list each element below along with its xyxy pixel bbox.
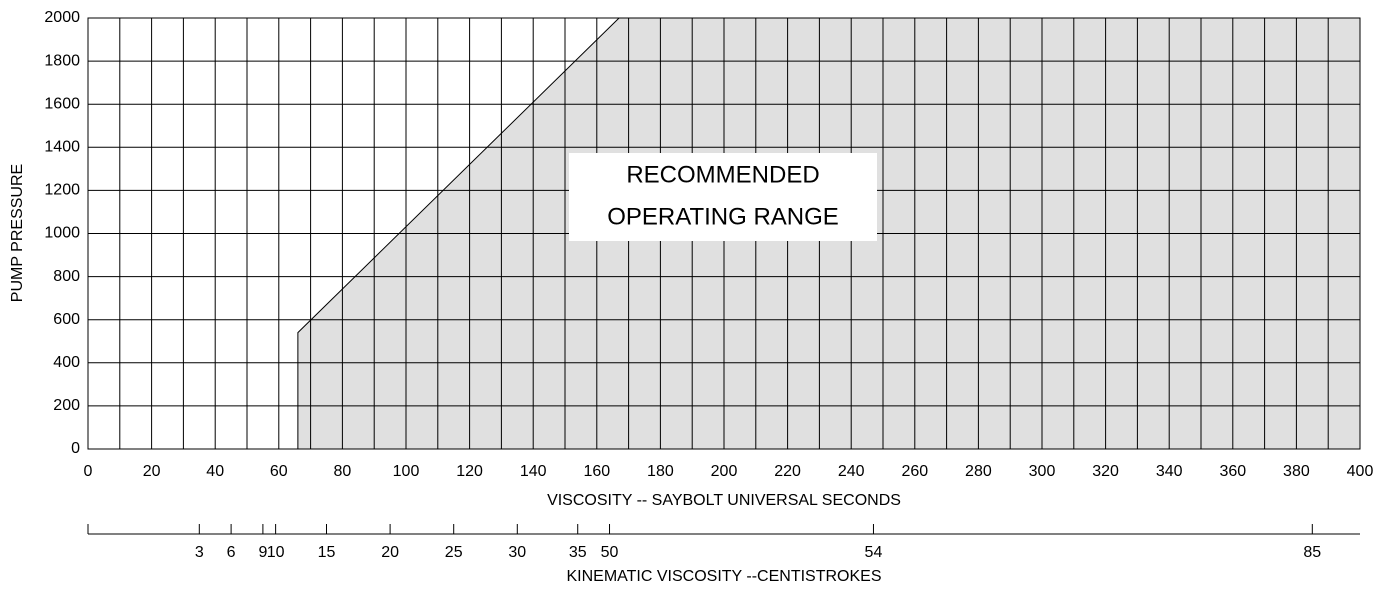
y-tick-label: 2000 <box>44 9 80 26</box>
y-tick-label: 600 <box>53 311 80 328</box>
x2-tick-label: 10 <box>267 544 285 561</box>
x-tick-label: 280 <box>965 463 992 480</box>
annotation-box <box>569 153 877 241</box>
x2-tick-label: 54 <box>865 544 883 561</box>
y-tick-label: 200 <box>53 397 80 414</box>
x2-tick-label: 9 <box>258 544 267 561</box>
x2-tick-label: 85 <box>1303 544 1321 561</box>
x-tick-label: 0 <box>84 463 93 480</box>
y-tick-label: 1600 <box>44 95 80 112</box>
x2-tick-label: 6 <box>227 544 236 561</box>
x2-tick-label: 25 <box>445 544 463 561</box>
x2-tick-label: 30 <box>508 544 526 561</box>
x-tick-label: 180 <box>647 463 674 480</box>
x2-axis-title: KINEMATIC VISCOSITY --CENTISTROKES <box>567 568 882 585</box>
y-tick-label: 800 <box>53 268 80 285</box>
x-tick-label: 60 <box>270 463 288 480</box>
x-axis-title: VISCOSITY -- SAYBOLT UNIVERSAL SECONDS <box>547 492 901 509</box>
x-tick-label: 80 <box>334 463 352 480</box>
x-tick-label: 220 <box>774 463 801 480</box>
annotation: OPERATING RANGE <box>607 203 839 230</box>
x-tick-label: 240 <box>838 463 865 480</box>
x-tick-label: 360 <box>1219 463 1246 480</box>
y-tick-label: 1800 <box>44 52 80 69</box>
x-tick-label: 200 <box>711 463 738 480</box>
x-tick-label: 400 <box>1347 463 1374 480</box>
annotation: RECOMMENDED <box>626 161 819 188</box>
x-tick-label: 20 <box>143 463 161 480</box>
x-tick-label: 340 <box>1156 463 1183 480</box>
y-tick-label: 400 <box>53 354 80 371</box>
x2-tick-label: 35 <box>569 544 587 561</box>
x2-tick-label: 3 <box>195 544 204 561</box>
y-tick-label: 1000 <box>44 225 80 242</box>
x-tick-label: 160 <box>583 463 610 480</box>
plot-frame <box>87 17 1361 450</box>
x2-tick-label: 50 <box>601 544 619 561</box>
y-axis-title: PUMP PRESSURE <box>9 164 26 302</box>
x-tick-label: 120 <box>456 463 483 480</box>
x-tick-label: 260 <box>901 463 928 480</box>
x-tick-label: 380 <box>1283 463 1310 480</box>
x-tick-label: 320 <box>1092 463 1119 480</box>
y-tick-label: 1400 <box>44 139 80 156</box>
x-tick-label: 100 <box>393 463 420 480</box>
y-tick-label: 0 <box>71 440 80 457</box>
x-tick-label: 300 <box>1029 463 1056 480</box>
x2-tick-label: 20 <box>381 544 399 561</box>
x-tick-label: 40 <box>206 463 224 480</box>
y-tick-label: 1200 <box>44 182 80 199</box>
x2-tick-label: 15 <box>318 544 336 561</box>
x-tick-label: 140 <box>520 463 547 480</box>
